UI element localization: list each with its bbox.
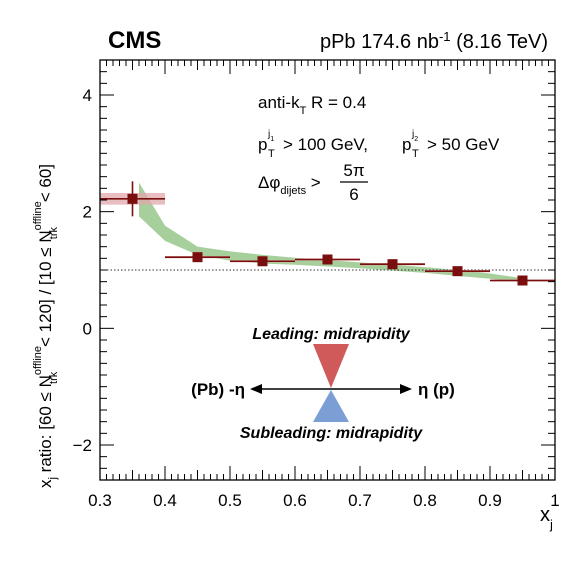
x-tick-label: 0.9 (478, 491, 502, 510)
data-point (230, 256, 295, 267)
x-axis-ticks: 0.3 0.4 0.5 0.6 0.7 0.8 0.9 1 (88, 60, 560, 510)
svg-text:T: T (268, 148, 275, 160)
arrow-right-head (400, 384, 412, 394)
svg-text:Δφdijets >: Δφdijets > (258, 173, 321, 197)
data-point (100, 181, 165, 217)
point-marker (322, 254, 333, 265)
y-axis-title: xj ratio: [60 ≤ Nofflinetrk < 120] / [10… (32, 164, 60, 488)
x-tick-label: 0.5 (218, 491, 242, 510)
svg-text:T: T (412, 148, 419, 160)
model-band (139, 182, 523, 283)
y-axis-ticks: −2 0 2 4 (73, 59, 555, 481)
point-marker (257, 256, 268, 267)
data-point (490, 275, 555, 286)
svg-text:6: 6 (349, 185, 358, 204)
pt-cut-label: p j1 T > 100 GeV, p j2 T > 50 GeV (258, 129, 500, 160)
rapidity-inset: Leading: midrapidity (Pb) -η η (p) Suble… (191, 326, 455, 442)
svg-text:5π: 5π (343, 161, 364, 180)
data-point (425, 266, 490, 277)
point-marker (452, 266, 463, 277)
x-tick-label: 0.7 (348, 491, 372, 510)
data-points (100, 181, 555, 286)
dphi-cut-label: Δφdijets > 5π 6 (258, 161, 368, 204)
y-tick-label: 4 (83, 86, 92, 105)
svg-text:p: p (402, 135, 411, 154)
p-direction-label: η (p) (418, 380, 455, 399)
jet-algorithm-label: anti-kT R = 0.4 (258, 93, 366, 117)
point-marker (387, 259, 398, 270)
point-marker (192, 252, 203, 263)
point-marker (517, 275, 528, 286)
y-tick-label: 2 (83, 203, 92, 222)
band-area (139, 182, 523, 283)
svg-text:j2: j2 (411, 129, 418, 143)
y-tick-label: −2 (73, 436, 92, 455)
svg-text:> 100 GeV,: > 100 GeV, (283, 135, 368, 154)
svg-text:p: p (258, 135, 267, 154)
pb-direction-label: (Pb) -η (191, 380, 245, 399)
svg-text:> 50 GeV: > 50 GeV (427, 135, 500, 154)
data-point (295, 254, 360, 265)
x-axis-title: xj (540, 504, 553, 532)
leading-triangle (313, 344, 349, 388)
y-tick-label: 0 (83, 319, 92, 338)
point-marker (127, 193, 138, 204)
subleading-triangle (313, 390, 349, 422)
data-point (165, 252, 230, 263)
x-tick-label: 0.4 (153, 491, 177, 510)
arrow-left-head (250, 384, 262, 394)
x-tick-label: 0.6 (283, 491, 307, 510)
dataset-label: pPb 174.6 nb-1 (8.16 TeV) (320, 29, 548, 54)
svg-text:j1: j1 (267, 129, 274, 143)
x-tick-label: 0.8 (413, 491, 437, 510)
leading-label: Leading: midrapidity (252, 326, 410, 343)
x-tick-label: 1 (550, 491, 559, 510)
experiment-label: CMS (108, 27, 161, 54)
data-point (360, 259, 425, 270)
x-tick-label: 0.3 (88, 491, 112, 510)
subleading-label: Subleading: midrapidity (240, 425, 423, 442)
